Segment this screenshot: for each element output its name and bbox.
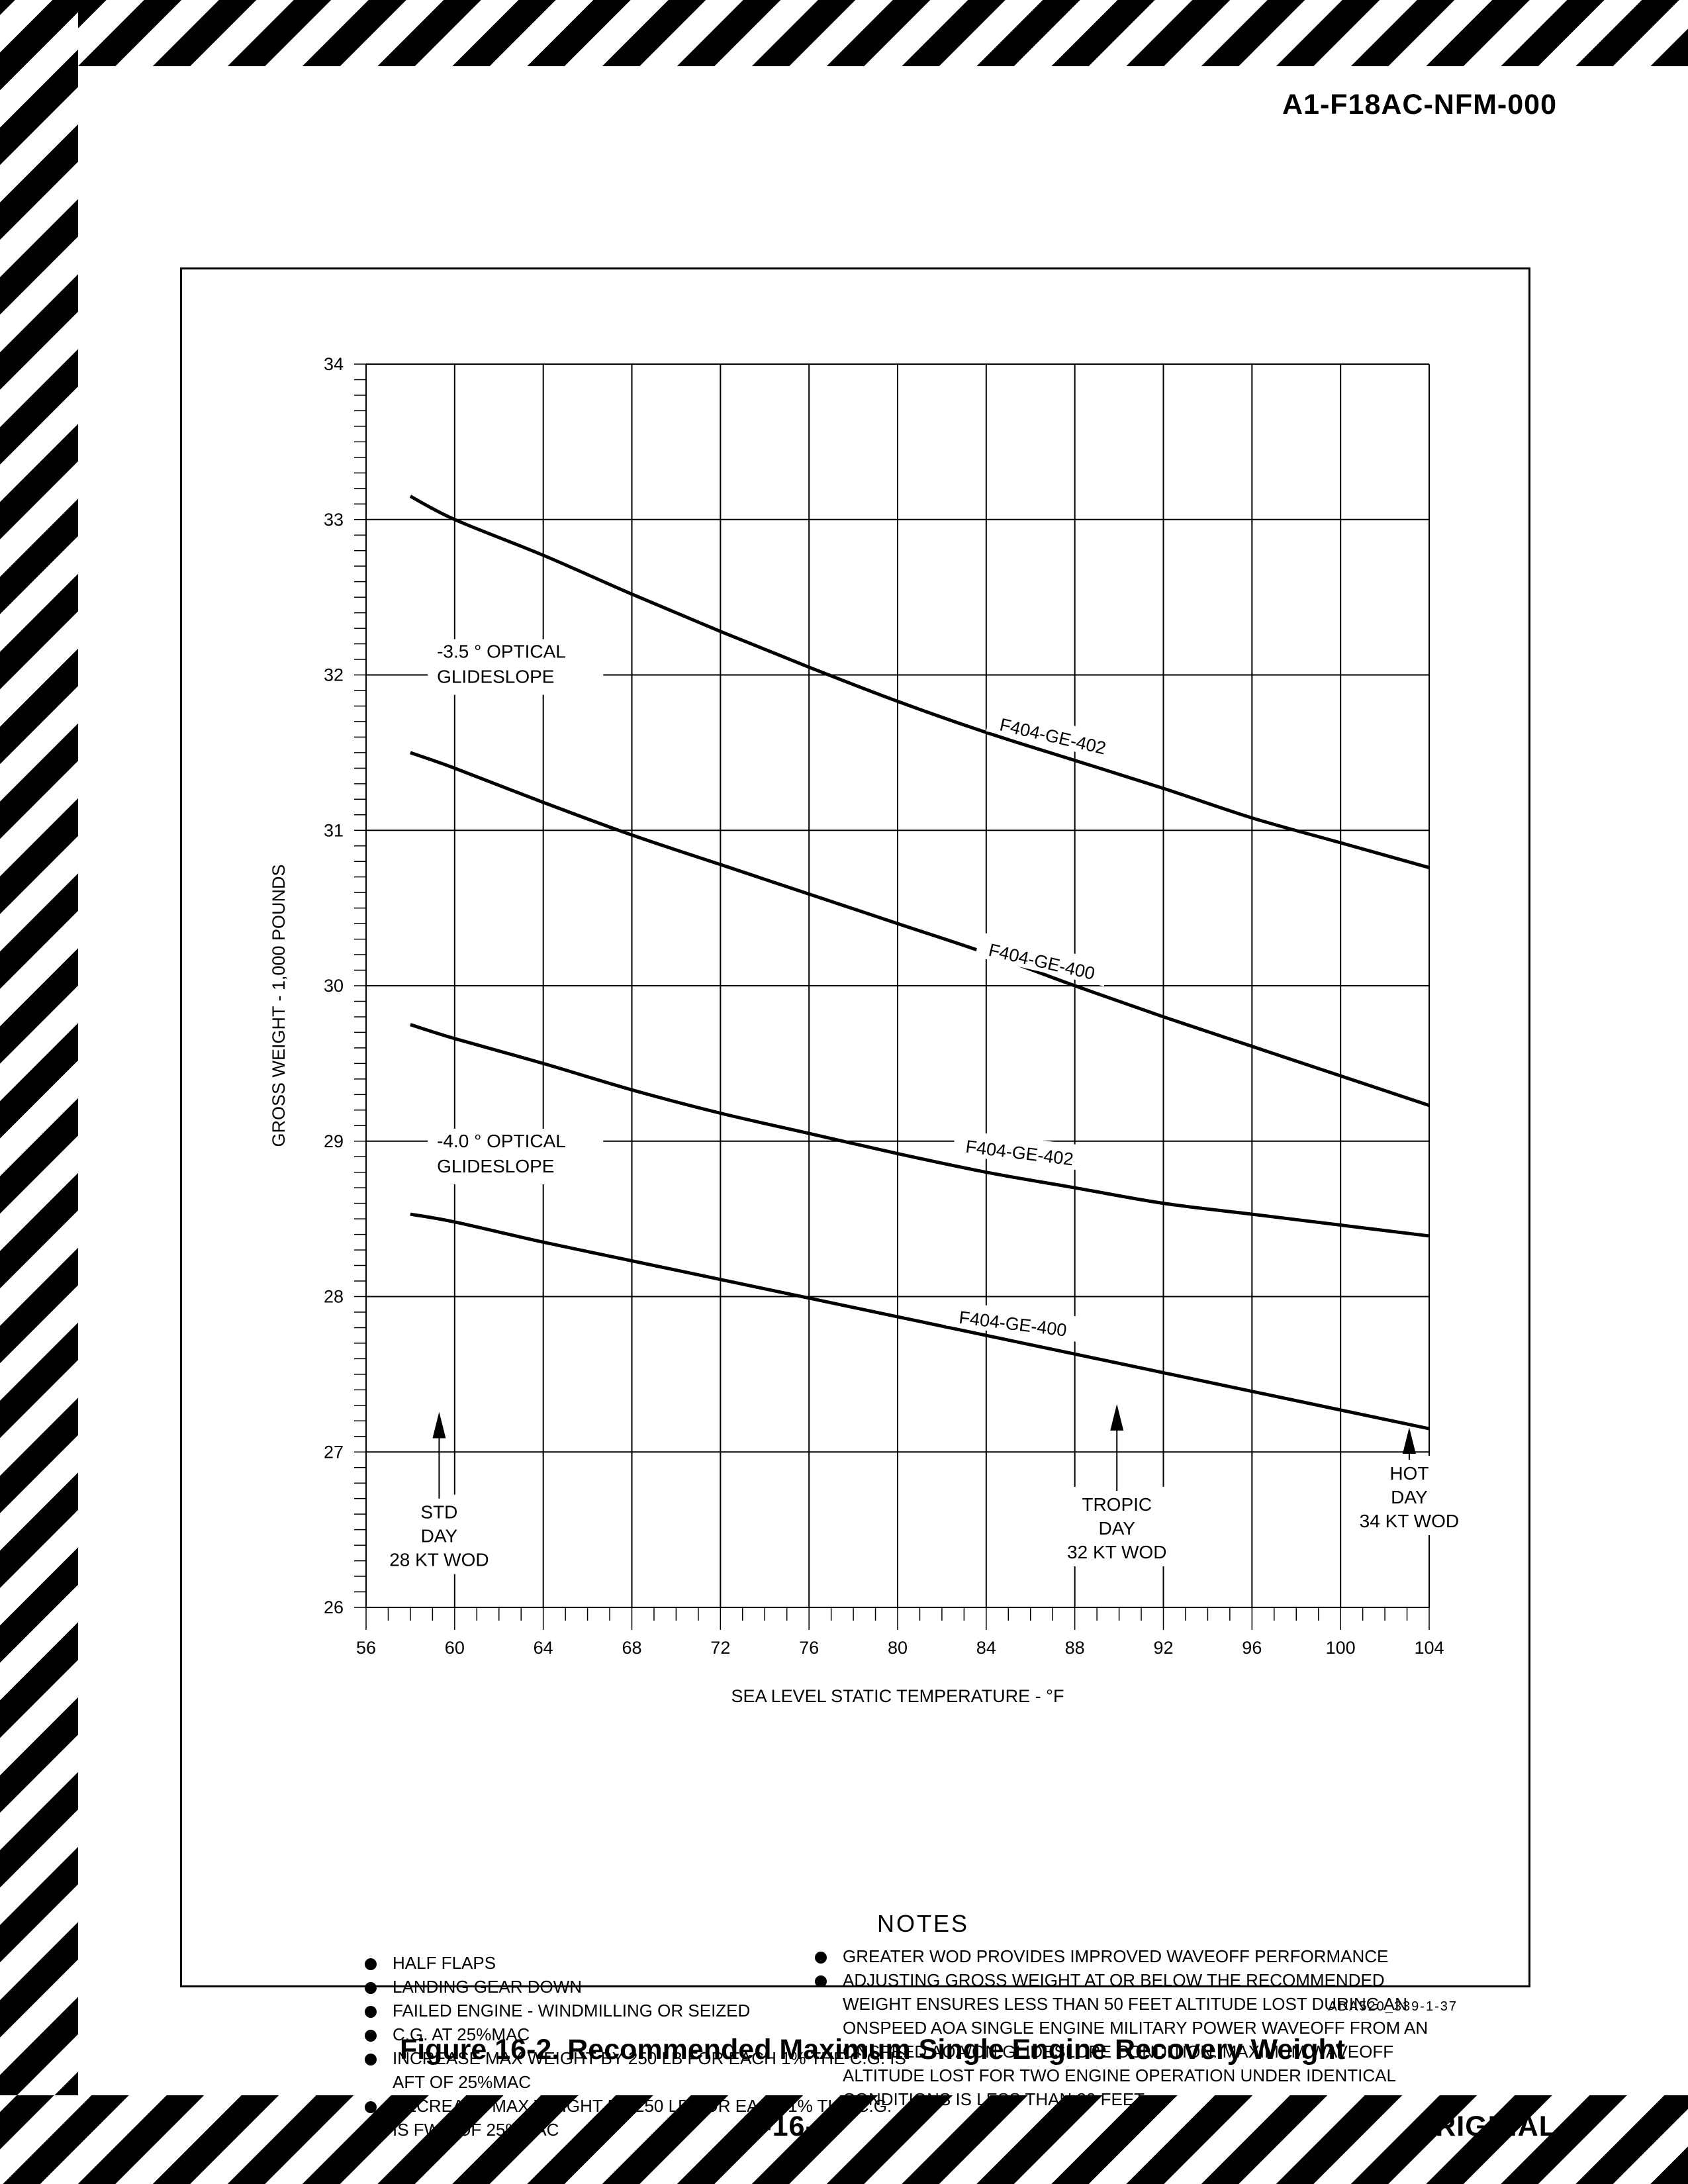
annotation-bg [1351,1455,1468,1535]
x-tick-label: 56 [356,1638,376,1658]
series-point [809,1133,810,1134]
annotation-std-day: 28 KT WOD [389,1550,489,1570]
x-tick-label: 88 [1065,1638,1085,1658]
series-point [720,1279,721,1280]
x-tick-label: 76 [799,1638,819,1658]
annotation-hot-day: DAY [1391,1487,1428,1507]
document-page: A1-F18AC-NFM-000 26 27 28 29 30 31 32 33 34 56 60 6… [78,66,1688,2142]
series-point [720,864,721,865]
series-line-3 [410,1212,1430,1431]
note-item: C.G. AT 25%MAC [365,2022,908,2046]
doc-number: A1-F18AC-NFM-000 [1282,89,1557,120]
x-tick-label: 68 [622,1638,641,1658]
y-tick-label: 32 [324,665,344,685]
annotation-tropic-day: TROPIC [1082,1494,1152,1515]
notes-left-list: HALF FLAPS LANDING GEAR DOWN FAILED ENGINE… [365,1951,908,2142]
annotation-bg [428,1128,604,1184]
series-point [454,1221,455,1222]
x-tick-label: 100 [1326,1638,1356,1658]
series-point [454,768,455,769]
series-line-0 [409,495,1430,869]
annotation-tropic-day: 32 KT WOD [1067,1542,1166,1562]
y-tick-label: 26 [324,1597,344,1617]
y-axis-label: GROSS WEIGHT - 1,000 POUNDS [269,864,289,1147]
note-item: ADJUSTING GROSS WEIGHT AT OR BELOW THE R… [815,1968,1450,2111]
series-point [1163,1203,1164,1204]
hazard-stripes-left [0,0,78,2184]
note-item: INCREASE MAX WEIGHT BY 250 LB FOR EACH 1… [365,2046,908,2094]
note-item: LANDING GEAR DOWN [365,1975,908,1999]
series-point [1340,1409,1341,1410]
note-item: FAILED ENGINE - WINDMILLING OR SEIZED [365,1999,908,2022]
y-tick-label: 28 [324,1287,344,1307]
y-tick-label: 34 [324,354,344,374]
series-label-bg [986,706,1121,761]
notes-title: NOTES [877,1910,970,1937]
series-point [720,631,721,632]
annotation-hot-day: 34 KT WOD [1360,1511,1459,1531]
series-line-2 [410,1023,1430,1238]
page-number: V-16-4 [744,2111,832,2142]
series-point [454,1038,455,1039]
annotation-glideslope-35: -3.5 ° OPTICAL [437,641,566,662]
x-tick-label: 104 [1414,1638,1444,1658]
x-tick-label: 92 [1153,1638,1173,1658]
series-label-bg [974,931,1110,986]
x-axis-label: SEA LEVEL STATIC TEMPERATURE - °F [731,1686,1064,1706]
hazard-stripes-top [0,0,1688,66]
annotation-bg [381,1494,498,1574]
x-tick-label: 80 [888,1638,908,1658]
page-status: ORIGINAL [1412,2111,1557,2142]
y-tick-label: 30 [324,976,344,996]
annotation-std-day: STD [420,1502,457,1523]
series-point [1163,1372,1164,1373]
annotation-glideslope-40: GLIDESLOPE [437,1156,554,1176]
series-point [720,1113,721,1114]
note-item: DECREASE MAX WEIGHT BY 250 LB FOR EACH 1… [365,2094,908,2142]
annotation-hot-day: HOT [1389,1463,1429,1484]
series-point [454,519,455,520]
series-line-1 [410,751,1430,1108]
annotation-glideslope-35: GLIDESLOPE [437,667,554,687]
figure-caption: Figure 16-2. Recommended Maximum Single … [399,2034,1346,2065]
x-tick-label: 72 [710,1638,730,1658]
figure-code: ADA520_339-1-37 [1328,1999,1458,2014]
annotation-tropic-day: DAY [1098,1518,1135,1539]
series-label-bg [953,1129,1088,1171]
annotation-std-day: DAY [421,1526,458,1546]
annotation-bg [1058,1486,1175,1566]
series-label-bg [946,1300,1081,1342]
series-point [1163,1016,1164,1017]
x-tick-label: 84 [976,1638,996,1658]
annotation-glideslope-40: -4.0 ° OPTICAL [437,1131,566,1151]
y-tick-label: 27 [324,1442,344,1462]
series-point [1429,1105,1430,1106]
x-tick-label: 64 [534,1638,553,1658]
figure-frame: 26 27 28 29 30 31 32 33 34 56 60 64 68 72 76 80 84 88 92 96… [180,267,1530,2140]
annotation-bg [428,639,604,695]
x-tick-label: 96 [1242,1638,1262,1658]
y-tick-label: 33 [324,510,344,530]
note-item: GREATER WOD PROVIDES IMPROVED WAVEOFF PE… [815,1944,1450,1968]
series-point [1074,760,1075,761]
note-item: HALF FLAPS [365,1951,908,1975]
y-tick-label: 31 [324,820,344,840]
recovery-weight-chart: 26 27 28 29 30 31 32 33 34 56 60 64 68 72 76 80 84 88 92 96… [269,354,1468,1706]
hazard-stripes-bottom [0,2095,1688,2184]
series-point [1429,867,1430,868]
y-tick-label: 29 [324,1131,344,1151]
notes-right-list: GREATER WOD PROVIDES IMPROVED WAVEOFF PE… [815,1944,1450,2111]
series-point [1429,1235,1430,1236]
x-tick-label: 60 [445,1638,465,1658]
